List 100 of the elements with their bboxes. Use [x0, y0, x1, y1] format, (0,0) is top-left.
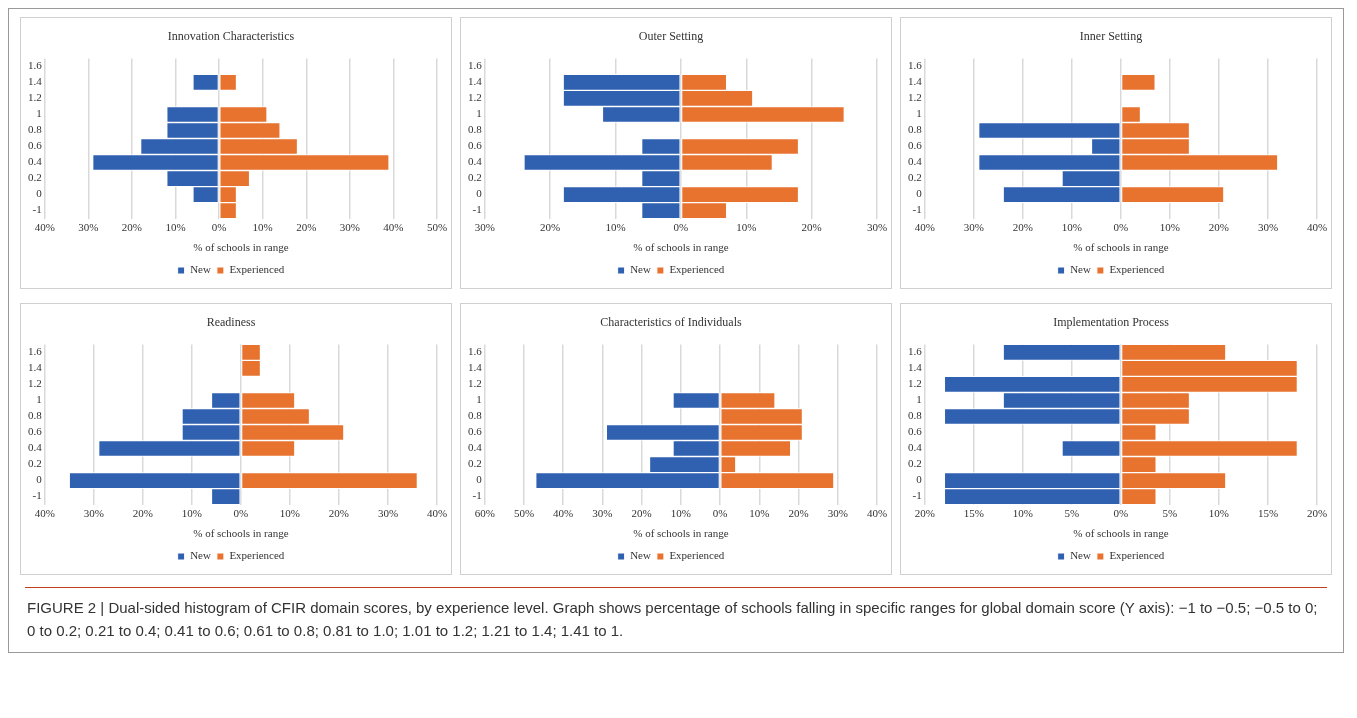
x-tick-label: 10%	[1159, 221, 1180, 234]
legend-label: Experienced	[1109, 549, 1165, 562]
legend-label: New	[1070, 263, 1091, 276]
x-tick-label: 30%	[963, 221, 984, 234]
y-tick-label: 0.4	[468, 155, 483, 168]
legend-label: New	[630, 263, 651, 276]
legend-label: Experienced	[669, 549, 725, 562]
x-tick-label: 40%	[553, 507, 574, 520]
y-tick-label: 0	[476, 473, 483, 486]
x-tick-label: 40%	[34, 221, 55, 234]
y-tick-label: 1.6	[908, 345, 923, 358]
x-tick-label: 10%	[181, 507, 202, 520]
y-tick-label: 0.8	[468, 409, 483, 422]
legend-label: Experienced	[229, 549, 285, 562]
y-tick-label: 0.8	[28, 409, 43, 422]
x-tick-label: 30%	[339, 221, 360, 234]
y-tick-label: 0.4	[468, 441, 483, 454]
x-tick-label: 10%	[605, 221, 626, 234]
y-tick-label: -1	[32, 203, 42, 216]
y-tick-label: 0.2	[908, 171, 922, 184]
y-tick-label: 0.6	[908, 425, 923, 438]
y-tick-label: 0.6	[28, 425, 43, 438]
y-tick-label: -1	[472, 489, 482, 502]
y-tick-label: 0	[36, 473, 43, 486]
x-tick-label: 0%	[673, 221, 689, 234]
y-tick-label: 1.6	[468, 345, 483, 358]
x-tick-label: 10%	[670, 507, 691, 520]
legend-label: Experienced	[229, 263, 285, 276]
x-axis-title: % of schools in range	[193, 527, 289, 540]
chart-title: Innovation Characteristics	[167, 29, 295, 44]
y-tick-label: 1	[916, 107, 922, 120]
y-tick-label: 1.6	[468, 59, 483, 72]
legend-label: New	[1070, 549, 1091, 562]
legend-label: Experienced	[1109, 263, 1165, 276]
x-tick-label: 20%	[631, 507, 652, 520]
x-tick-label: 30%	[1257, 221, 1279, 234]
y-tick-label: 0.2	[28, 171, 42, 184]
y-tick-label: 1.6	[908, 59, 923, 72]
x-tick-label: 20%	[788, 507, 809, 520]
x-tick-label: 60%	[474, 507, 495, 520]
x-tick-label: 40%	[383, 221, 404, 234]
x-tick-label: 30%	[592, 507, 613, 520]
x-tick-label: 0%	[1113, 507, 1129, 520]
y-tick-label: -1	[912, 489, 922, 502]
x-tick-label: 50%	[426, 221, 448, 234]
x-tick-label: 30%	[377, 507, 399, 520]
x-tick-label: 30%	[474, 221, 495, 234]
y-tick-label: 1	[36, 107, 42, 120]
x-tick-label: 40%	[1306, 221, 1328, 234]
chart-title: Characteristics of Individuals	[600, 315, 742, 330]
x-tick-label: 30%	[78, 221, 99, 234]
legend-label: New	[190, 263, 211, 276]
y-tick-label: 1.2	[908, 377, 922, 390]
y-tick-label: 0.2	[468, 171, 482, 184]
chart-title: Implementation Process	[1053, 315, 1170, 330]
x-tick-label: 10%	[1012, 507, 1033, 520]
x-tick-label: 20%	[540, 221, 561, 234]
y-tick-label: 0.4	[28, 441, 43, 454]
y-tick-label: 0.4	[908, 441, 923, 454]
caption: FIGURE 2 | Dual-sided histogram of CFIR domain scores, by experience level. Graph shows percentage of schools falling in specific ranges for global domain score (Y axis): −1 to −0.5; −0.5 to 0; 0 to 0.2; 0.21 to 0.4; 0.41 to 0.6; 0.61 to 0.8; 0.81 to 1.0; 1.01 to 1.2; 1.21 to 1.4; 1.41 to 1.	[26, 598, 1319, 641]
x-tick-label: 40%	[914, 221, 935, 234]
y-tick-label: 0	[36, 187, 43, 200]
y-tick-label: 1.2	[28, 377, 42, 390]
x-tick-label: 40%	[426, 507, 448, 520]
y-tick-label: 0.4	[908, 155, 923, 168]
x-axis-title: % of schools in range	[1073, 241, 1169, 254]
x-tick-label: 20%	[1306, 507, 1328, 520]
x-tick-label: 20%	[132, 507, 153, 520]
x-tick-label: 10%	[749, 507, 770, 520]
y-tick-label: 1	[36, 393, 42, 406]
y-tick-label: 1.4	[908, 361, 923, 374]
x-tick-label: 20%	[328, 507, 350, 520]
x-tick-label: 20%	[121, 221, 142, 234]
y-tick-label: 1.6	[28, 59, 43, 72]
y-tick-label: 0.8	[908, 123, 923, 136]
x-tick-label: 20%	[1012, 221, 1033, 234]
y-tick-label: 1.6	[28, 345, 43, 358]
x-tick-label: 10%	[279, 507, 300, 520]
y-tick-label: 0.6	[908, 139, 923, 152]
x-tick-label: 5%	[1064, 507, 1080, 520]
y-tick-label: 0.8	[468, 123, 483, 136]
x-axis-title: % of schools in range	[1073, 527, 1169, 540]
legend-label: New	[630, 549, 651, 562]
x-axis-title: % of schools in range	[633, 527, 729, 540]
y-tick-label: 1.2	[468, 91, 482, 104]
y-tick-label: 0.2	[468, 457, 482, 470]
x-tick-label: 20%	[801, 221, 822, 234]
chart-title: Outer Setting	[638, 29, 704, 44]
x-tick-label: 20%	[296, 221, 317, 234]
x-tick-label: 0%	[712, 507, 728, 520]
y-tick-label: 0.2	[908, 457, 922, 470]
legend-label: Experienced	[669, 263, 725, 276]
y-tick-label: 1	[476, 393, 482, 406]
x-axis-title: % of schools in range	[633, 241, 729, 254]
legend-label: New	[190, 549, 211, 562]
x-tick-label: 30%	[83, 507, 104, 520]
y-tick-label: 0.8	[28, 123, 43, 136]
y-tick-label: 1.4	[468, 75, 483, 88]
x-tick-label: 0%	[211, 221, 227, 234]
y-tick-label: -1	[32, 489, 42, 502]
